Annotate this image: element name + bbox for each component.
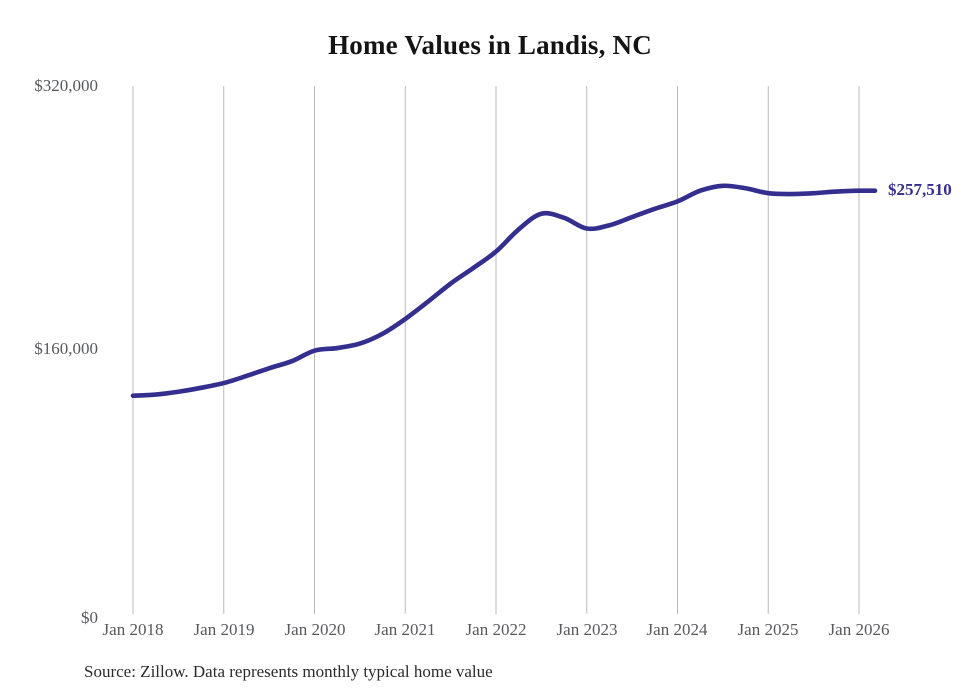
source-note: Source: Zillow. Data represents monthly … — [84, 662, 493, 681]
y-axis-tick-label-mid: $160,000 — [34, 339, 98, 358]
x-axis-tick-label-5: Jan 2023 — [556, 620, 618, 639]
x-axis-tick-label-7: Jan 2025 — [737, 620, 799, 639]
x-axis-tick-label-2: Jan 2020 — [284, 620, 346, 639]
end-value-annotation: $257,510 — [888, 179, 952, 199]
y-axis-tick-label-top: $320,000 — [34, 76, 98, 95]
x-axis-tick-label-0: Jan 2018 — [102, 620, 164, 639]
x-axis-tick-label-4: Jan 2022 — [465, 620, 527, 639]
x-axis-tick-label-8: Jan 2026 — [828, 620, 890, 639]
gridline-group — [132, 86, 860, 614]
y-axis-tick-label-bottom: $0 — [81, 608, 98, 627]
x-axis-tick-label-3: Jan 2021 — [374, 620, 436, 639]
x-axis-tick-label-6: Jan 2024 — [646, 620, 708, 639]
x-axis-tick-label-1: Jan 2019 — [193, 620, 255, 639]
data-series-line — [130, 183, 878, 399]
chart-title: Home Values in Landis, NC — [328, 30, 652, 60]
